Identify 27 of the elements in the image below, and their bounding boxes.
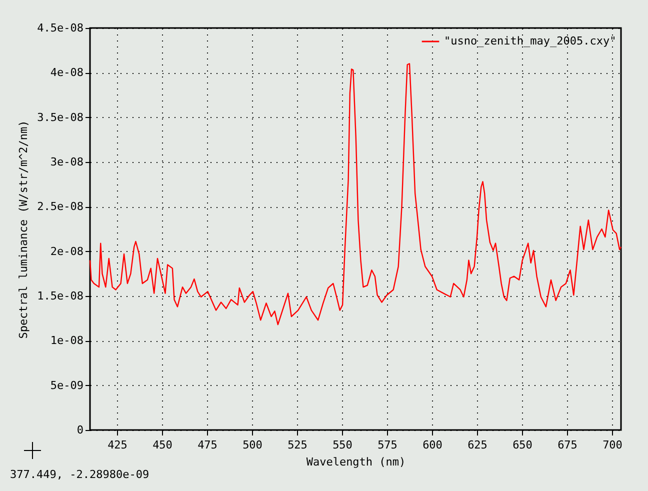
y-tick-label: 5e-09 — [50, 378, 84, 392]
y-tick-label: 0 — [76, 424, 84, 436]
y-tick-label: 4e-08 — [50, 66, 84, 80]
y-tick-label: 3.5e-08 — [37, 110, 84, 124]
x-tick-label: 550 — [332, 438, 352, 452]
y-tick-label: 3e-08 — [50, 156, 84, 168]
x-tick-label: 625 — [468, 438, 488, 452]
x-tick-label: 475 — [198, 438, 218, 452]
y-axis-title: Spectral luminance (W/str/m^2/nm) — [17, 120, 30, 339]
x-tick-label: 675 — [558, 438, 578, 452]
text: 377.449, -2.28980e-09 — [10, 468, 150, 481]
y-tick-label: 1.5e-08 — [37, 290, 84, 302]
x-axis-title: Wavelength (nm) — [306, 456, 406, 468]
y-tick-label: 4.5e-08 — [37, 22, 84, 34]
y-tick-label: 2.5e-08 — [37, 200, 84, 214]
x-tick-label: 450 — [152, 438, 172, 452]
x-tick-label: 600 — [422, 438, 442, 452]
x-tick-label: 700 — [602, 438, 622, 452]
x-tick-label: 425 — [108, 438, 128, 452]
x-tick-label: 575 — [378, 438, 398, 452]
x-tick-label: 500 — [242, 438, 262, 452]
x-tick-label: 525 — [288, 438, 308, 452]
x-tick-label: 650 — [512, 438, 532, 452]
line-series — [89, 63, 622, 326]
legend-label: "usno_zenith_may_2005.cxy" — [444, 34, 616, 48]
y-tick-label: 2e-08 — [50, 244, 84, 258]
y-tick-label: 1e-08 — [50, 334, 84, 348]
